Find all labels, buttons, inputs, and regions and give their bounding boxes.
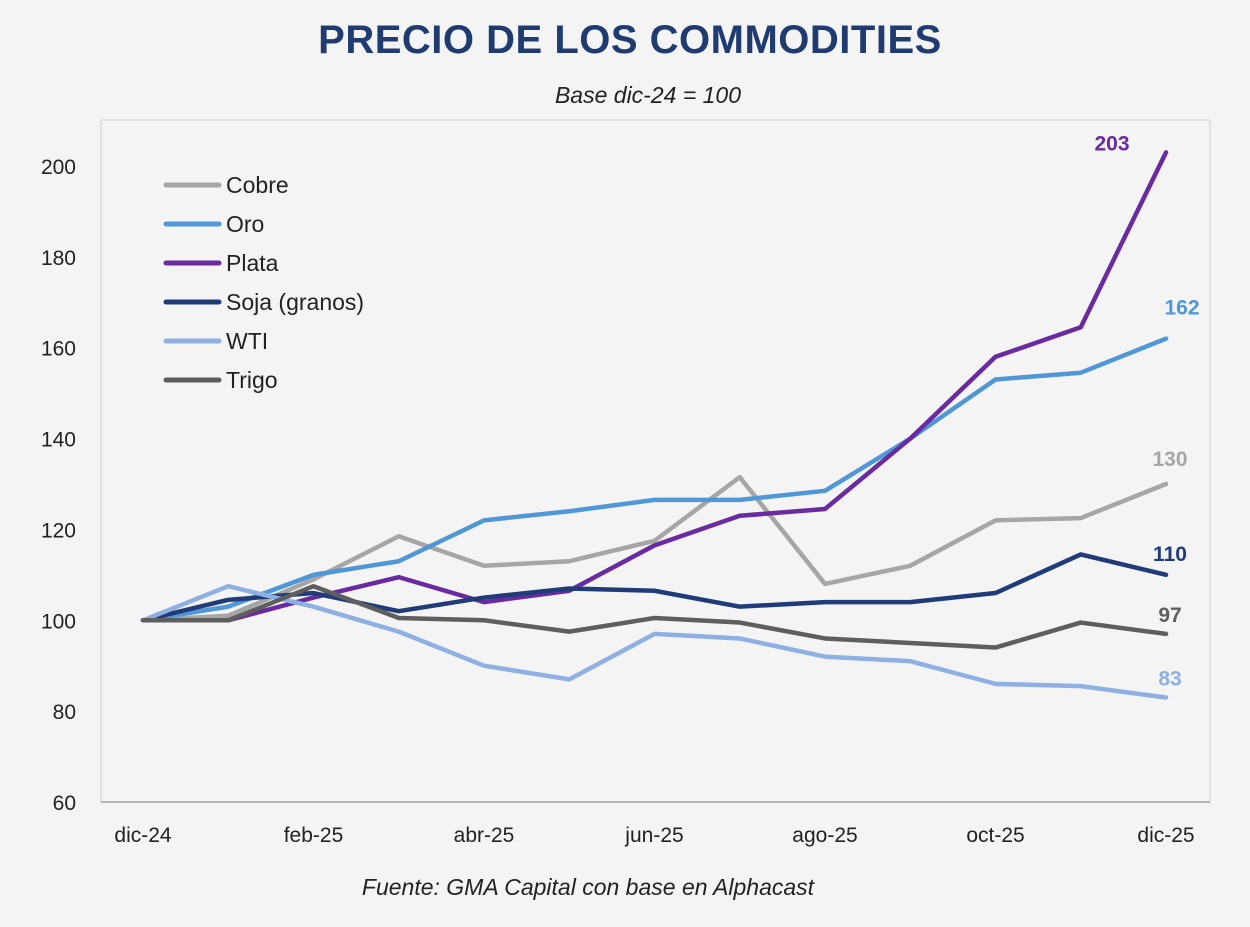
- legend-label: Soja (granos): [226, 289, 364, 315]
- x-tick-label: jun-25: [624, 824, 683, 847]
- end-data-label: 203: [1094, 132, 1129, 155]
- legend-label: Plata: [226, 250, 279, 276]
- y-tick-label: 120: [41, 519, 76, 542]
- chart-subtitle: Base dic-24 = 100: [554, 82, 742, 108]
- y-tick-label: 140: [41, 429, 76, 452]
- series-line-plata: [140, 150, 1169, 623]
- chart-source: Fuente: GMA Capital con base en Alphacas…: [361, 874, 815, 900]
- x-tick-label: ago-25: [792, 824, 857, 847]
- x-tick-label: feb-25: [284, 824, 344, 847]
- y-tick-label: 60: [53, 792, 76, 815]
- legend-label: Cobre: [226, 172, 289, 198]
- legend-label: WTI: [226, 328, 268, 354]
- end-data-label: 110: [1153, 543, 1187, 566]
- end-data-label: 83: [1158, 668, 1181, 691]
- chart-title: PRECIO DE LOS COMMODITIES: [318, 18, 942, 62]
- end-data-label: 97: [1158, 604, 1181, 627]
- series-line-trigo: [140, 583, 1169, 650]
- x-tick-label: dic-24: [114, 824, 172, 847]
- y-tick-label: 160: [41, 338, 76, 361]
- end-data-label: 162: [1164, 297, 1199, 320]
- legend-label: Trigo: [226, 367, 278, 393]
- y-tick-label: 80: [53, 701, 76, 724]
- plot-frame: [100, 119, 1211, 803]
- y-tick-label: 200: [41, 156, 76, 179]
- x-tick-label: abr-25: [454, 824, 515, 847]
- y-tick-label: 180: [41, 247, 76, 270]
- x-tick-label: dic-25: [1137, 824, 1194, 847]
- y-tick-label: 100: [41, 610, 76, 633]
- x-tick-label: oct-25: [966, 824, 1024, 847]
- legend-label: Oro: [226, 211, 264, 237]
- series-line-oro: [140, 336, 1169, 623]
- end-data-label: 130: [1152, 448, 1187, 471]
